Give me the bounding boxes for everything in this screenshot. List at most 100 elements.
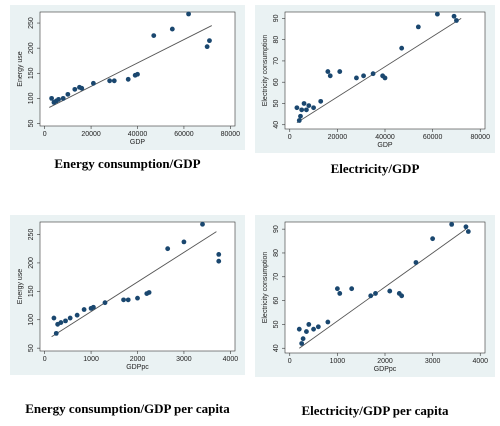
fit-line <box>299 228 467 349</box>
y-tick-label: 150 <box>28 285 35 297</box>
y-tick-label: 80 <box>273 36 280 44</box>
point <box>430 236 436 242</box>
point <box>370 71 376 77</box>
point <box>463 224 469 230</box>
y-tick-label: 250 <box>28 17 35 29</box>
y-axis-label: Energy use <box>17 51 24 87</box>
point <box>300 336 306 342</box>
x-tick-label: 0 <box>43 131 47 138</box>
y-tick-label: 200 <box>28 42 35 54</box>
point <box>125 76 131 82</box>
point <box>354 75 359 81</box>
point <box>337 69 343 74</box>
point <box>296 326 302 332</box>
point <box>72 86 78 92</box>
point <box>325 69 331 74</box>
y-tick-label: 50 <box>28 119 35 127</box>
point <box>135 71 140 77</box>
point <box>318 98 324 104</box>
x-axis-label: GDPpc <box>126 364 149 371</box>
point <box>216 258 222 264</box>
point <box>399 45 405 51</box>
caption: Energy consumption/GDP <box>54 156 200 171</box>
y-tick-label: 100 <box>28 314 35 326</box>
y-tick-label: 80 <box>273 249 280 257</box>
x-tick-label: 80000 <box>221 131 241 138</box>
x-tick-label: 60000 <box>423 134 443 141</box>
point <box>102 300 108 306</box>
point <box>65 91 71 97</box>
x-tick-label: 1000 <box>83 356 99 363</box>
fit-line <box>49 25 212 108</box>
point <box>79 85 85 91</box>
x-tick-label: 80000 <box>471 134 491 141</box>
plot-area <box>39 11 236 127</box>
point <box>349 286 355 292</box>
point <box>415 24 421 30</box>
x-tick-label: 20000 <box>81 131 101 138</box>
point <box>135 295 140 301</box>
point <box>399 293 405 299</box>
y-tick-label: 70 <box>273 57 280 65</box>
x-tick-label: 2000 <box>377 358 393 365</box>
point <box>311 105 316 111</box>
x-tick-label: 20000 <box>328 134 348 141</box>
point <box>56 96 61 102</box>
y-tick-label: 90 <box>273 14 280 22</box>
x-tick-label: 3000 <box>176 356 192 363</box>
point <box>294 105 300 111</box>
caption: Energy consumption/GDP per capita <box>25 401 230 416</box>
point <box>296 118 302 123</box>
point <box>74 312 80 318</box>
point <box>306 103 312 108</box>
x-tick-label: 0 <box>43 356 47 363</box>
point <box>449 221 455 227</box>
point <box>304 107 309 113</box>
point <box>299 341 305 346</box>
point <box>90 304 96 310</box>
y-tick-label: 40 <box>273 344 280 352</box>
point <box>434 11 440 17</box>
point <box>51 315 57 321</box>
point <box>327 73 333 79</box>
point <box>165 246 171 252</box>
point <box>465 229 471 234</box>
y-tick-label: 50 <box>273 320 280 328</box>
x-tick-label: 40000 <box>128 131 148 138</box>
point <box>67 315 73 321</box>
point <box>216 251 222 257</box>
point <box>107 78 113 84</box>
point <box>146 290 152 295</box>
y-axis-label: Electricity consumption <box>262 35 269 107</box>
y-tick-label: 60 <box>273 78 280 86</box>
x-tick-label: 2000 <box>130 356 146 363</box>
point <box>361 73 366 79</box>
y-tick-label: 40 <box>273 121 280 129</box>
caption: Electricity/GDP <box>331 161 420 176</box>
x-tick-label: 1000 <box>330 358 346 365</box>
y-tick-label: 90 <box>273 225 280 233</box>
point <box>306 322 312 327</box>
point <box>299 107 305 113</box>
point <box>382 75 388 81</box>
point <box>204 44 210 50</box>
x-tick-label: 3000 <box>425 358 441 365</box>
x-axis-label: GDPpc <box>374 366 397 373</box>
x-axis-label: GDP <box>377 142 393 149</box>
y-axis-label: Energy use <box>17 269 24 305</box>
point <box>200 221 205 227</box>
point <box>63 318 68 324</box>
point <box>337 291 343 296</box>
point <box>413 260 419 265</box>
point <box>111 78 117 84</box>
point <box>325 319 331 325</box>
point <box>334 286 340 292</box>
point <box>125 297 131 303</box>
x-tick-label: 60000 <box>174 131 194 138</box>
point <box>169 26 175 32</box>
point <box>373 291 378 296</box>
point <box>186 11 191 17</box>
point <box>81 307 87 312</box>
point <box>298 113 303 119</box>
